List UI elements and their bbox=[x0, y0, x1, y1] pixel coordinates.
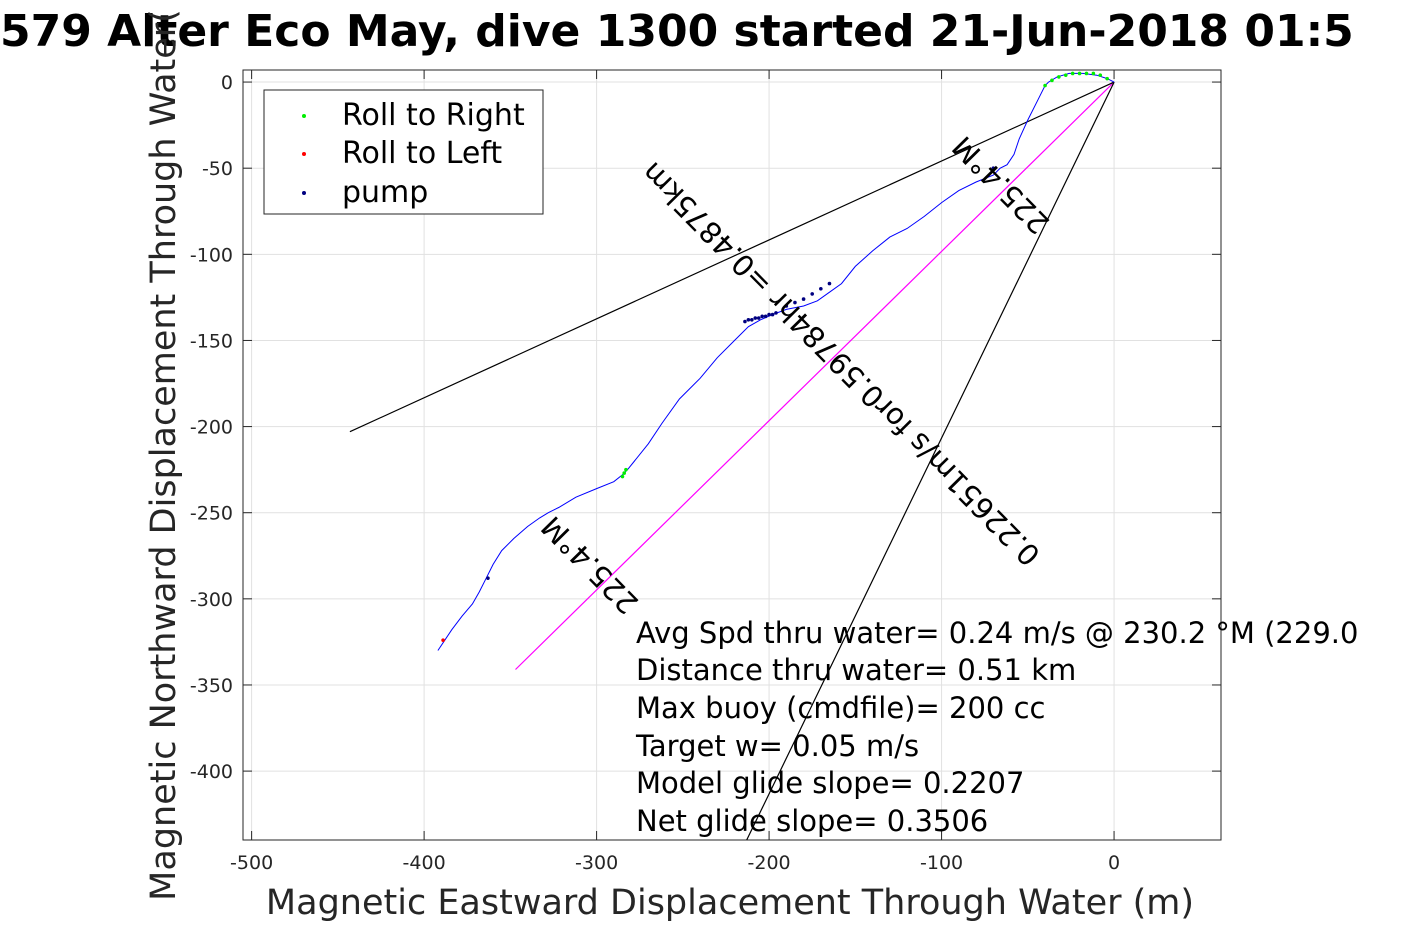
stats-annotation: Avg Spd thru water= 0.24 m/s @ 230.2 °M … bbox=[635, 616, 1358, 838]
pump-marker bbox=[774, 311, 778, 315]
rotated-annotations: 225.4°M 0.22651m/s for0.59784hr =0.4875k… bbox=[535, 129, 1056, 620]
roll-right-marker bbox=[1077, 71, 1082, 76]
roll-right-marker bbox=[1043, 83, 1047, 88]
x-tick-label: -500 bbox=[230, 852, 273, 874]
legend-pump-label: pump bbox=[342, 175, 428, 210]
x-tick-label: -400 bbox=[403, 852, 446, 874]
pump-marker bbox=[819, 286, 823, 291]
legend-pump-marker bbox=[302, 191, 306, 195]
roll-right-marker bbox=[1105, 76, 1109, 81]
y-tick-label: -200 bbox=[190, 417, 233, 439]
x-tick-label: -100 bbox=[920, 852, 963, 874]
pump-marker bbox=[750, 317, 754, 322]
dive-markers bbox=[441, 71, 1109, 642]
legend: Roll to Right Roll to Left pump bbox=[263, 89, 544, 215]
x-tick-label: -300 bbox=[575, 852, 618, 874]
heading-line bbox=[515, 81, 1115, 670]
roll-right-marker bbox=[620, 474, 625, 479]
roll-right-marker bbox=[1098, 73, 1103, 77]
pump-marker bbox=[486, 576, 490, 580]
speed-distance-label: 0.22651m/s for0.59784hr =0.4875km bbox=[635, 155, 1047, 572]
y-tick-label: -300 bbox=[190, 589, 233, 611]
pump-marker bbox=[756, 316, 761, 320]
pump-marker bbox=[827, 281, 832, 286]
y-tick-label: -400 bbox=[190, 761, 233, 783]
pump-marker bbox=[770, 312, 775, 317]
stat-net-glide: Net glide slope= 0.3506 bbox=[636, 804, 988, 838]
y-tick-label: -100 bbox=[190, 244, 233, 266]
pump-marker bbox=[784, 304, 789, 308]
y-tick-label: -50 bbox=[202, 158, 233, 180]
pump-marker bbox=[746, 317, 751, 322]
y-tick-labels: 0 -50 -100 -150 -200 -250 -300 -350 -400 bbox=[190, 72, 233, 783]
legend-roll-right-marker bbox=[302, 114, 306, 118]
pump-marker bbox=[753, 316, 758, 320]
plot-area bbox=[242, 69, 1222, 841]
x-tick-labels: -500 -400 -300 -200 -100 0 bbox=[230, 852, 1120, 874]
legend-roll-right-label: Roll to Right bbox=[342, 98, 525, 133]
reference-line bbox=[349, 81, 1115, 433]
pump-marker bbox=[793, 300, 797, 305]
y-tick-label: -150 bbox=[190, 330, 233, 352]
heading-label-bottom: 225.4°M bbox=[535, 509, 645, 620]
roll-right-marker bbox=[1070, 71, 1075, 76]
stat-distance: Distance thru water= 0.51 km bbox=[636, 653, 1076, 687]
stat-target-w: Target w= 0.05 m/s bbox=[635, 729, 919, 763]
axis-ticks bbox=[243, 70, 1221, 840]
pump-marker bbox=[743, 319, 747, 324]
y-tick-label: 0 bbox=[221, 72, 233, 94]
pump-marker bbox=[760, 314, 764, 319]
roll-left-marker bbox=[441, 638, 445, 642]
pump-marker bbox=[767, 312, 771, 317]
stat-max-buoy: Max buoy (cmdfile)= 200 cc bbox=[636, 691, 1045, 725]
stat-avg-speed: Avg Spd thru water= 0.24 m/s @ 230.2 °M … bbox=[636, 616, 1358, 650]
roll-right-marker bbox=[622, 471, 626, 475]
y-tick-label: -350 bbox=[190, 675, 233, 697]
heading-label-top: 225.4°M bbox=[946, 129, 1056, 240]
pump-marker bbox=[801, 297, 806, 301]
reference-lines bbox=[349, 81, 1115, 841]
stat-model-glide: Model glide slope= 0.2207 bbox=[636, 766, 1024, 800]
roll-right-marker bbox=[1057, 75, 1061, 79]
x-tick-label: 0 bbox=[1108, 852, 1120, 874]
grid-lines bbox=[243, 70, 1221, 840]
pump-marker bbox=[810, 292, 815, 296]
pump-marker bbox=[991, 166, 996, 170]
legend-roll-left-marker bbox=[302, 152, 306, 156]
chart-title: 579 Alter Eco May, dive 1300 started 21-… bbox=[0, 6, 1354, 57]
reference-line bbox=[746, 81, 1115, 841]
roll-right-marker bbox=[1063, 73, 1068, 77]
x-axis-label: Magnetic Eastward Displacement Through W… bbox=[266, 883, 1194, 923]
legend-roll-left-label: Roll to Left bbox=[342, 136, 502, 171]
y-axis-label: Magnetic Northward Displacement Through … bbox=[144, 9, 184, 901]
x-tick-label: -200 bbox=[748, 852, 791, 874]
legend-box bbox=[263, 89, 544, 215]
roll-right-marker bbox=[1084, 71, 1089, 76]
pump-marker bbox=[763, 314, 768, 319]
plot-frame bbox=[242, 69, 1222, 841]
roll-right-marker bbox=[1050, 78, 1054, 83]
roll-right-marker bbox=[624, 467, 628, 472]
y-tick-label: -250 bbox=[190, 503, 233, 525]
roll-right-marker bbox=[1091, 71, 1096, 76]
